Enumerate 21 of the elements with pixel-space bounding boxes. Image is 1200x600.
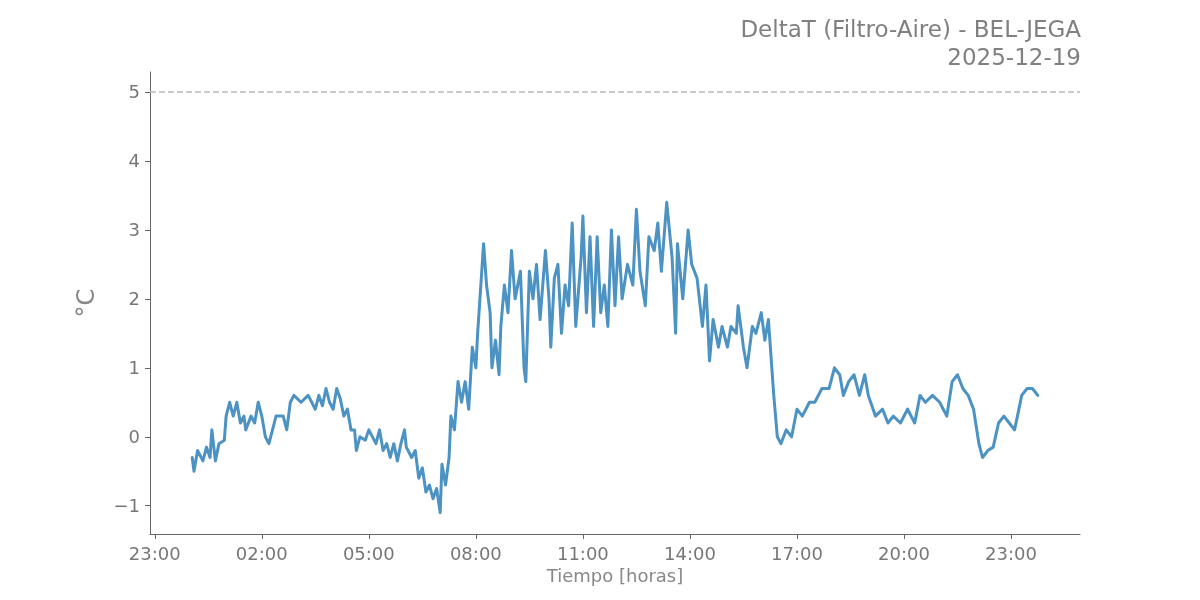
x-tick-label: 23:00 [128,542,181,564]
x-tick-label: 02:00 [235,542,288,564]
chart-title: DeltaT (Filtro-Aire) - BEL-JEGA [740,15,1082,42]
x-tick-label: 17:00 [771,542,823,564]
y-tick-label: 0 [128,426,140,448]
x-tick-label: 20:00 [878,542,930,564]
x-tick-label: 14:00 [663,542,716,564]
line-series [190,200,1040,515]
x-tick-label: 05:00 [342,542,395,564]
y-axis-title: °C [72,288,100,318]
x-tick-label: 23:00 [985,542,1037,564]
y-tick-label: 4 [128,150,140,172]
x-axis-title: Tiempo [horas] [545,565,684,587]
x-tick-label: 11:00 [556,542,609,564]
y-tick-label: −1 [113,495,140,517]
y-tick-label: 2 [128,288,140,310]
y-tick-label: 3 [128,219,140,241]
chart-subtitle: 2025-12-19 [947,43,1082,70]
y-tick-label: 5 [128,81,140,103]
x-tick-label: 08:00 [449,542,502,564]
y-tick-label: 1 [128,357,140,379]
